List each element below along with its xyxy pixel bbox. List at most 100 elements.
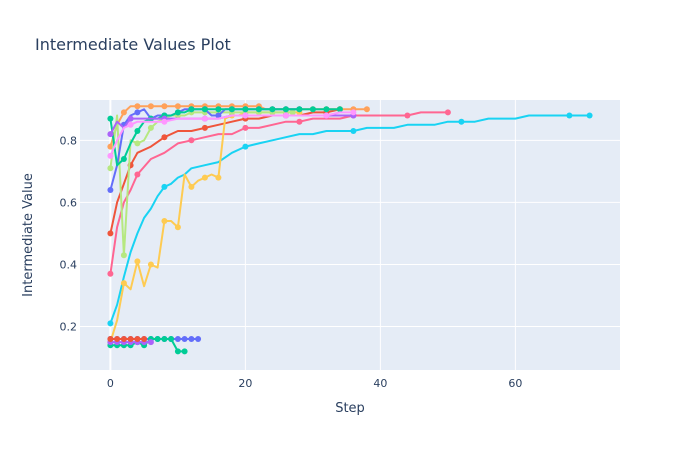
data-point: [134, 336, 141, 342]
data-point: [309, 106, 316, 113]
data-point: [120, 280, 127, 287]
data-point: [107, 115, 114, 122]
data-point: [363, 106, 370, 113]
data-point: [195, 336, 202, 342]
data-point: [127, 336, 134, 342]
data-point: [141, 336, 148, 342]
data-point: [255, 106, 262, 113]
y-tick-label: 0.6: [60, 196, 78, 209]
x-tick-label: 40: [373, 377, 387, 390]
data-point: [566, 112, 573, 119]
data-point: [147, 124, 154, 131]
data-point: [161, 118, 168, 125]
data-point: [269, 106, 276, 113]
data-point: [242, 143, 249, 150]
data-point: [107, 131, 114, 138]
data-point: [181, 336, 188, 342]
data-point: [201, 124, 208, 131]
data-point: [134, 109, 141, 116]
data-point: [168, 336, 175, 342]
data-point: [107, 230, 114, 237]
data-point: [120, 109, 127, 116]
data-point: [296, 106, 303, 113]
data-point: [282, 106, 289, 113]
x-tick-label: 0: [107, 377, 114, 390]
data-point: [174, 109, 181, 116]
data-point: [404, 112, 411, 119]
data-point: [215, 174, 222, 181]
data-point: [127, 121, 134, 128]
data-point: [107, 320, 114, 327]
data-point: [174, 224, 181, 231]
data-point: [444, 109, 451, 116]
y-tick-label: 0.4: [60, 258, 78, 271]
data-point: [120, 252, 127, 259]
y-tick-label: 0.8: [60, 134, 78, 147]
series-line: [109, 111, 293, 257]
data-point: [107, 143, 114, 150]
data-point: [350, 109, 357, 116]
data-point: [134, 103, 141, 110]
chart-title: Intermediate Values Plot: [35, 35, 231, 54]
data-point: [161, 103, 168, 110]
data-point: [161, 218, 168, 224]
data-point: [120, 336, 127, 342]
series-8: [107, 106, 343, 167]
series-line: [109, 114, 590, 324]
data-point: [282, 112, 289, 119]
data-point: [336, 106, 343, 113]
data-point: [174, 336, 181, 342]
data-point: [458, 118, 465, 125]
data-point: [201, 115, 208, 122]
data-point: [289, 109, 296, 116]
y-tick-label: 0.2: [60, 321, 78, 334]
data-point: [228, 106, 235, 113]
data-point: [134, 171, 141, 178]
series-line: [109, 111, 448, 274]
data-point: [107, 187, 114, 193]
data-point: [242, 106, 249, 113]
data-point: [323, 112, 330, 119]
data-point: [181, 348, 188, 355]
series-1: [107, 112, 593, 327]
data-point: [114, 336, 121, 342]
data-point: [107, 336, 114, 342]
x-axis-title: Step: [335, 401, 365, 416]
data-point: [215, 112, 222, 119]
series-14: [107, 336, 148, 342]
data-point: [147, 339, 154, 346]
data-point: [188, 137, 195, 144]
plot-area: [80, 100, 620, 370]
data-point: [107, 165, 114, 172]
data-point: [161, 183, 168, 190]
series-2: [107, 109, 451, 277]
series-10: [107, 109, 357, 159]
data-point: [188, 336, 195, 342]
data-point: [174, 348, 181, 355]
series-layer: [107, 103, 593, 355]
data-point: [215, 106, 222, 113]
data-point: [154, 336, 161, 342]
data-point: [120, 156, 127, 162]
data-point: [188, 106, 195, 113]
x-tick-label: 20: [238, 377, 252, 390]
y-axis-title: Intermediate Value: [21, 173, 36, 297]
data-point: [242, 112, 249, 119]
data-point: [586, 112, 593, 119]
data-point: [127, 115, 134, 122]
data-point: [201, 174, 208, 181]
data-point: [161, 336, 168, 342]
data-point: [242, 124, 249, 131]
data-point: [323, 106, 330, 113]
data-point: [134, 258, 141, 265]
data-point: [296, 118, 303, 125]
x-tick-label: 60: [508, 377, 522, 390]
data-point: [350, 128, 357, 134]
data-point: [134, 140, 141, 147]
data-point: [147, 261, 154, 268]
data-point: [188, 183, 195, 190]
data-point: [107, 152, 114, 159]
data-point: [201, 106, 208, 113]
